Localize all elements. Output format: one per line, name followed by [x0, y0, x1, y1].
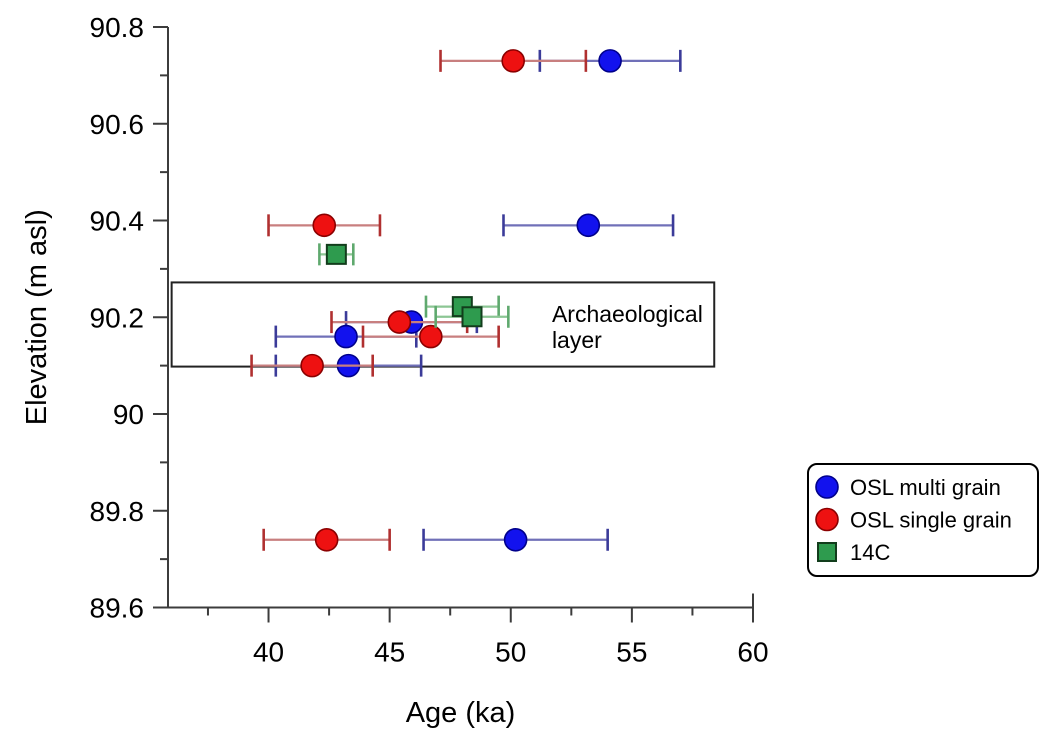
legend-marker-14c	[817, 542, 837, 562]
annotation-box	[170, 281, 716, 368]
legend-box	[807, 463, 1039, 577]
y-tick-label: 89.6	[90, 593, 145, 624]
x-tick-label: 45	[374, 637, 405, 668]
data-point-osl-single-grain	[300, 353, 324, 378]
data-point-osl-single-grain	[387, 310, 412, 334]
data-point-14c	[461, 306, 483, 328]
y-axis-title: Elevation (m asl)	[21, 209, 53, 425]
annotation-label: Archaeological	[552, 301, 703, 327]
data-point-osl-single-grain	[314, 527, 339, 552]
data-point-osl-multi-grain	[503, 527, 528, 552]
legend-marker-osl-multi-grain	[815, 475, 839, 499]
data-point-osl-single-grain	[312, 213, 337, 238]
legend-label-14c: 14C	[850, 540, 890, 565]
data-point-osl-single-grain	[419, 324, 443, 349]
x-tick-label: 55	[616, 637, 647, 668]
y-tick-label: 90.4	[90, 206, 145, 237]
y-tick-label: 90.2	[90, 302, 145, 333]
x-tick-label: 60	[737, 637, 768, 668]
data-point-osl-single-grain	[501, 49, 525, 73]
x-tick-label: 40	[253, 637, 284, 668]
data-point-osl-multi-grain	[576, 213, 601, 238]
y-tick-label: 90.6	[90, 109, 145, 140]
x-tick-label: 50	[495, 637, 526, 668]
data-point-14c	[325, 243, 347, 265]
data-point-osl-multi-grain	[334, 324, 358, 349]
y-tick-label: 90.8	[90, 12, 145, 43]
data-point-osl-multi-grain	[598, 49, 622, 73]
legend-label-osl-multi-grain: OSL multi grain	[850, 475, 1001, 500]
legend-label-osl-single-grain: OSL single grain	[850, 508, 1012, 533]
y-tick-label: 89.8	[90, 496, 145, 527]
legend-marker-osl-single-grain	[815, 507, 839, 532]
y-tick-label: 90	[113, 399, 144, 430]
annotation-label: layer	[552, 327, 602, 353]
x-axis-title: Age (ka)	[406, 697, 516, 729]
